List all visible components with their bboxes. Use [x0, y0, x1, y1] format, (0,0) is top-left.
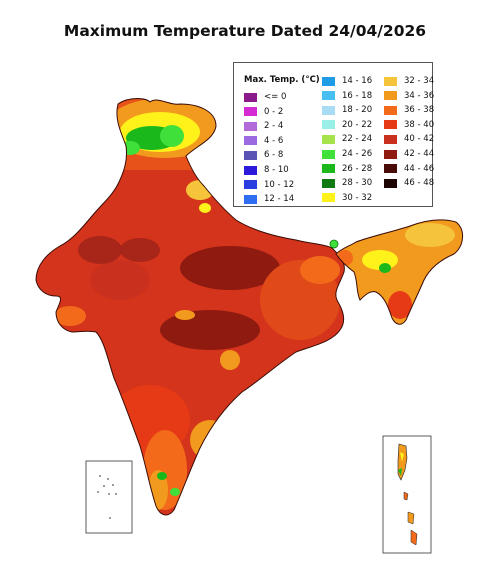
- legend-swatch: [322, 105, 335, 115]
- legend-item: 28 - 30: [322, 178, 372, 188]
- legend-label: 14 - 16: [342, 76, 373, 86]
- legend-swatch: [244, 150, 257, 160]
- legend-label: 32 - 34: [404, 76, 435, 86]
- legend-swatch: [384, 91, 397, 101]
- legend-item: 40 - 42: [384, 134, 434, 144]
- map-title: Maximum Temperature Dated 24/04/2026: [63, 22, 427, 40]
- legend-swatch: [244, 92, 257, 102]
- legend-swatch: [384, 164, 397, 174]
- legend-swatch: [384, 76, 397, 86]
- legend-label: 36 - 38: [404, 105, 435, 116]
- legend-item: 24 - 26: [322, 149, 372, 159]
- legend-swatch: [384, 178, 397, 188]
- legend-item: 44 - 46: [384, 164, 434, 174]
- legend-label: 26 - 28: [342, 163, 373, 174]
- legend-label: 22 - 24: [342, 134, 373, 145]
- legend-swatch: [244, 136, 257, 146]
- legend-label: 30 - 32: [342, 192, 373, 203]
- legend-label: 2 - 4: [264, 121, 284, 132]
- legend-item: 30 - 32: [322, 193, 372, 203]
- legend-item: 8 - 10: [244, 165, 289, 175]
- legend-label: 12 - 14: [264, 194, 295, 205]
- temperature-legend: Max. Temp. (°C) <= 0 0 - 2 2 - 4 4 - 6 6 - 8…: [233, 62, 434, 207]
- legend-item: 36 - 38: [384, 105, 434, 115]
- legend-label: 46 - 48: [404, 178, 435, 189]
- legend-swatch: [244, 121, 257, 131]
- legend-swatch: [244, 107, 257, 117]
- legend-item: 22 - 24: [322, 134, 372, 144]
- legend-swatch: [322, 76, 335, 86]
- legend-swatch: [322, 91, 335, 101]
- legend-label: 0 - 2: [264, 106, 284, 117]
- legend-item: 34 - 36: [384, 91, 434, 101]
- legend-label: 18 - 20: [342, 105, 373, 116]
- legend-label: 24 - 26: [342, 149, 373, 159]
- legend-swatch: [384, 120, 397, 130]
- legend-label: 20 - 22: [342, 119, 373, 130]
- legend-label: 8 - 10: [264, 165, 289, 175]
- legend-item: 10 - 12: [244, 180, 294, 190]
- legend-swatch: [244, 165, 257, 175]
- legend-item: 0 - 2: [244, 107, 283, 117]
- legend-swatch: [384, 134, 397, 144]
- legend-item: 14 - 16: [322, 76, 372, 86]
- legend-item: 16 - 18: [322, 91, 372, 101]
- legend-label: 38 - 40: [404, 119, 435, 130]
- legend-item: 4 - 6: [244, 136, 283, 146]
- legend-label: 10 - 12: [264, 179, 295, 190]
- legend-swatch: [322, 149, 335, 159]
- legend-swatch: [322, 193, 335, 203]
- legend-label: 28 - 30: [342, 178, 373, 189]
- legend-label: 6 - 8: [264, 150, 284, 161]
- legend-label: 34 - 36: [404, 90, 435, 101]
- legend-label: 44 - 46: [404, 163, 435, 174]
- legend-label: 4 - 6: [264, 135, 284, 146]
- legend-swatch: [322, 178, 335, 188]
- legend-item: 2 - 4: [244, 121, 283, 131]
- legend-swatch: [322, 164, 335, 174]
- legend-label: <= 0: [264, 92, 287, 102]
- legend-swatch: [322, 134, 335, 144]
- legend-item: 38 - 40: [384, 120, 434, 130]
- legend-item: 42 - 44: [384, 149, 434, 159]
- legend-item: 26 - 28: [322, 164, 372, 174]
- legend-item: 32 - 34: [384, 76, 434, 86]
- legend-swatch: [244, 194, 257, 204]
- legend-swatch: [322, 120, 335, 130]
- legend-item: 12 - 14: [244, 194, 294, 204]
- legend-label: 40 - 42: [404, 134, 435, 145]
- legend-item: 18 - 20: [322, 105, 372, 115]
- legend-item: 6 - 8: [244, 150, 283, 160]
- legend-label: 16 - 18: [342, 90, 373, 101]
- legend-label: 42 - 44: [404, 149, 435, 159]
- legend-item: 20 - 22: [322, 120, 372, 130]
- legend-swatch: [244, 180, 257, 190]
- legend-title: Max. Temp. (°C): [244, 75, 320, 85]
- legend-item: 46 - 48: [384, 178, 434, 188]
- legend-item: <= 0: [244, 92, 286, 102]
- legend-swatch: [384, 105, 397, 115]
- legend-swatch: [384, 149, 397, 159]
